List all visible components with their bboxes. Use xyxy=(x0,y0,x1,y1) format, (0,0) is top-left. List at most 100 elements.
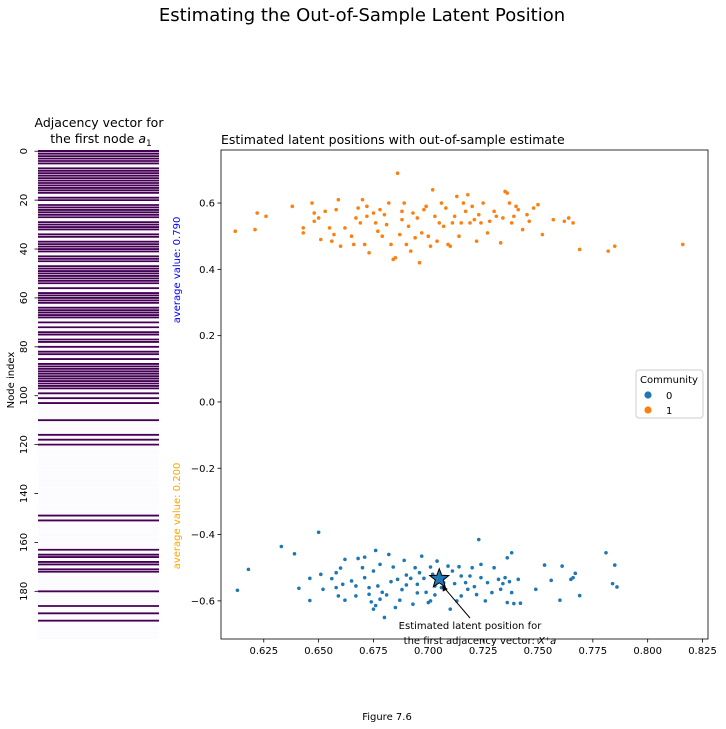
scatter-point-community-1 xyxy=(408,249,413,253)
scatter-xtick-label: 0.825 xyxy=(688,646,717,657)
scatter-point-community-0 xyxy=(319,572,323,577)
scatter-point-community-1 xyxy=(329,239,334,243)
heatmap-zero-band xyxy=(38,335,159,339)
heatmap-zero-band xyxy=(38,558,159,561)
scatter-point-community-0 xyxy=(573,571,578,576)
scatter-point-community-1 xyxy=(336,197,341,202)
scatter-point-community-0 xyxy=(338,566,343,570)
scatter-point-community-1 xyxy=(509,221,514,225)
scatter-point-community-0 xyxy=(428,565,433,569)
scatter-point-community-0 xyxy=(391,565,396,569)
heatmap-zero-band xyxy=(38,421,159,434)
heatmap-title-line2: the first node a1 xyxy=(50,131,151,149)
scatter-point-community-0 xyxy=(503,575,507,580)
scatter-point-community-1 xyxy=(494,214,499,219)
scatter-point-community-1 xyxy=(562,219,567,224)
scatter-point-community-0 xyxy=(349,579,354,583)
scatter-point-community-1 xyxy=(387,201,391,205)
scatter-point-community-0 xyxy=(516,577,521,582)
scatter-point-community-1 xyxy=(362,242,367,247)
scatter-point-community-0 xyxy=(316,530,321,535)
scatter-xtick-label: 0.800 xyxy=(633,646,662,657)
scatter-point-community-1 xyxy=(536,202,540,207)
scatter-ytick-label: 0.0 xyxy=(199,397,215,408)
scatter-point-community-1 xyxy=(406,224,411,229)
scatter-point-community-1 xyxy=(264,214,268,219)
scatter-point-community-0 xyxy=(470,565,474,570)
scatter-point-community-0 xyxy=(235,588,240,593)
heatmap-zero-band xyxy=(38,572,159,591)
heatmap-ytick-label: 100 xyxy=(19,386,30,405)
estimate-label-formula: X⁺a xyxy=(537,636,556,647)
scatter-point-community-0 xyxy=(354,594,358,598)
scatter-point-community-1 xyxy=(404,242,409,247)
scatter-point-community-0 xyxy=(292,551,297,556)
scatter-point-community-1 xyxy=(551,217,556,222)
heatmap-zero-band xyxy=(38,440,159,444)
scatter-xtick-label: 0.650 xyxy=(304,646,333,657)
heatmap-zero-band xyxy=(38,389,159,393)
scatter-point-community-1 xyxy=(358,221,363,225)
scatter-point-community-1 xyxy=(428,244,433,248)
scatter-point-community-0 xyxy=(612,563,617,567)
scatter-axes-frame xyxy=(220,149,709,640)
scatter-point-community-1 xyxy=(450,221,455,225)
scatter-point-community-0 xyxy=(549,578,553,583)
scatter-point-community-1 xyxy=(505,191,510,195)
scatter-point-community-1 xyxy=(312,211,317,215)
scatter-point-community-0 xyxy=(468,574,472,578)
heatmap-zero-band xyxy=(38,201,159,204)
heatmap-ytick-label: 120 xyxy=(19,435,30,454)
scatter-point-community-1 xyxy=(255,211,259,215)
average-value-ones-annotation: average value: 0.790 xyxy=(172,217,183,324)
scatter-point-community-0 xyxy=(417,570,422,575)
scatter-point-community-0 xyxy=(448,607,453,611)
scatter-title: Estimated latent positions with out-of-s… xyxy=(221,132,565,147)
scatter-y-axis: −0.6 −0.4 −0.2 0.0 0.2 0.4 0.6 xyxy=(191,199,221,607)
scatter-point-community-0 xyxy=(362,575,367,580)
scatter-point-community-1 xyxy=(566,216,571,220)
heatmap-zero-band xyxy=(38,252,159,256)
scatter-point-community-0 xyxy=(435,559,439,563)
scatter-point-community-0 xyxy=(393,605,398,610)
heatmap-zero-band xyxy=(38,399,159,402)
scatter-point-community-0 xyxy=(354,584,358,588)
heatmap-ytick-label: 80 xyxy=(19,340,30,353)
scatter-panel: Estimated latent positions with out-of-s… xyxy=(191,132,717,657)
legend-title: Community xyxy=(640,375,698,386)
scatter-point-community-0 xyxy=(571,575,575,580)
scatter-point-community-0 xyxy=(400,587,404,592)
legend: Community 0 1 xyxy=(635,369,704,419)
scatter-xtick-label: 0.625 xyxy=(249,646,278,657)
scatter-point-community-0 xyxy=(373,548,378,553)
scatter-point-community-0 xyxy=(389,579,393,584)
scatter-ytick-label: −0.2 xyxy=(191,464,215,475)
scatter-point-community-0 xyxy=(367,585,371,590)
scatter-point-community-1 xyxy=(415,216,420,220)
scatter-point-community-0 xyxy=(371,569,376,573)
heatmap-zero-band xyxy=(38,436,159,439)
scatter-point-community-0 xyxy=(496,577,501,582)
scatter-point-community-1 xyxy=(316,216,321,220)
scatter-point-community-1 xyxy=(400,217,404,222)
scatter-point-community-1 xyxy=(439,201,444,205)
scatter-point-community-1 xyxy=(400,209,404,214)
scatter-point-community-1 xyxy=(520,227,525,232)
scatter-point-community-1 xyxy=(395,171,400,176)
scatter-point-community-1 xyxy=(301,226,306,230)
heatmap-zero-band xyxy=(38,592,159,605)
scatter-point-community-0 xyxy=(560,564,564,568)
scatter-point-community-0 xyxy=(604,551,608,555)
scatter-point-community-0 xyxy=(459,594,464,598)
scatter-point-community-0 xyxy=(384,593,389,597)
scatter-xtick-label: 0.675 xyxy=(359,646,388,657)
scatter-point-community-0 xyxy=(479,575,483,580)
scatter-point-community-1 xyxy=(527,219,532,224)
scatter-point-community-1 xyxy=(233,229,238,234)
scatter-xtick-label: 0.750 xyxy=(524,646,553,657)
scatter-point-community-1 xyxy=(301,231,306,235)
scatter-point-community-1 xyxy=(441,224,446,229)
heatmap-zero-band xyxy=(38,343,159,346)
scatter-point-community-1 xyxy=(514,204,518,209)
scatter-point-community-0 xyxy=(404,573,409,577)
